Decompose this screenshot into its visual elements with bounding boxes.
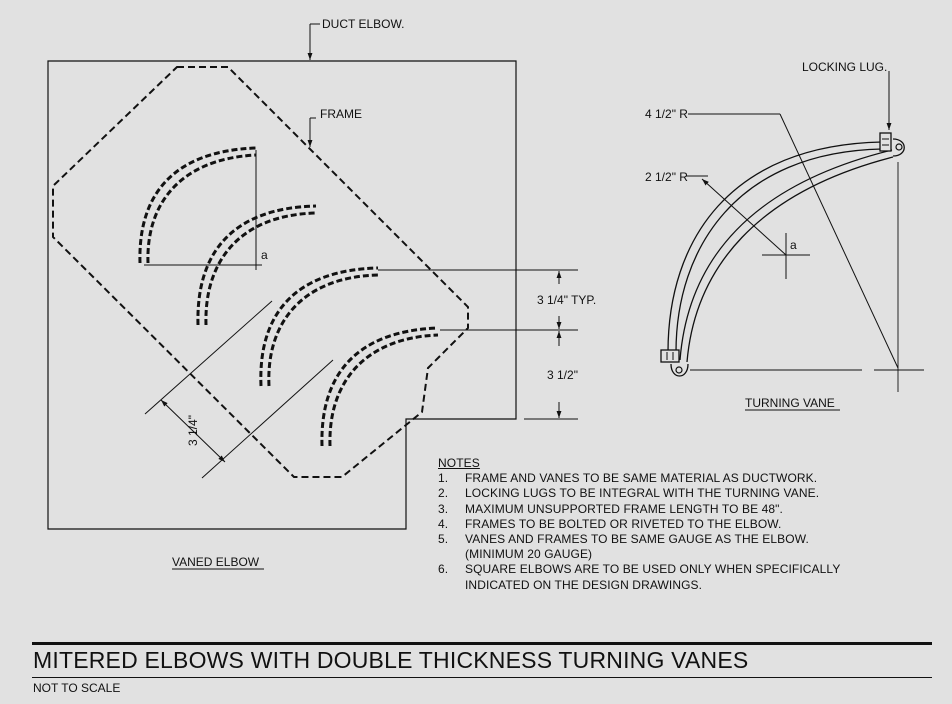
note-subtext: INDICATED ON THE DESIGN DRAWINGS. [465,577,703,592]
scale-note: NOT TO SCALE [33,681,121,695]
outer-radius-label: 4 1/2" R [645,107,688,121]
title-rule-top [32,642,932,645]
note-number: 1. [438,471,449,486]
notes-block: NOTES 1. FRAME AND VANES TO BE SAME MATE… [438,456,908,593]
frame-outline [52,66,469,478]
note-text: VANES AND FRAMES TO BE SAME GAUGE AS THE… [465,532,809,547]
duct-elbow-outline [47,60,517,530]
vaned-elbow-caption: VANED ELBOW [172,555,260,569]
turning-vane-detail [667,138,905,377]
note-text: SQUARE ELBOWS ARE TO BE USED ONLY WHEN S… [465,562,841,577]
dimension-a-left-label: a [261,248,268,262]
diagonal-spacing-dimension [144,300,334,479]
frame-leader [307,117,316,147]
vane-center-lines [690,162,924,392]
turning-vane-caption: TURNING VANE [745,396,835,410]
dimension-a-right-label: a [790,238,797,252]
locking-lug-bottom [660,349,680,363]
vane-spacing-dimensions [378,269,578,420]
note-text: FRAMES TO BE BOLTED OR RIVETED TO THE EL… [465,516,782,531]
locking-lug-label: LOCKING LUG. [802,60,887,74]
note-number: 2. [438,486,449,501]
notes-heading: NOTES [438,456,480,470]
note-number: 6. [438,562,449,577]
note-text: FRAME AND VANES TO BE SAME MATERIAL AS D… [465,471,818,486]
turning-vane-4 [320,326,439,447]
dimension-a-left [144,150,262,270]
typ-spacing-label: 3 1/4" TYP. [537,293,596,307]
note-number: 4. [438,516,449,531]
frame-label: FRAME [320,107,362,121]
note-item: 2. LOCKING LUGS TO BE INTEGRAL WITH THE … [438,486,908,501]
locking-lug-top [879,132,892,152]
note-number: 5. [438,532,449,547]
duct-elbow-leader [307,23,320,60]
spacing-diagonal-label: 3 1/4" [186,415,200,446]
note-text: LOCKING LUGS TO BE INTEGRAL WITH THE TUR… [465,486,820,501]
note-item: 4. FRAMES TO BE BOLTED OR RIVETED TO THE… [438,517,908,532]
note-number: 3. [438,501,449,516]
center-mark [762,233,810,279]
note-subtext: (MINIMUM 20 GAUGE) [465,547,593,562]
note-text: MAXIMUM UNSUPPORTED FRAME LENGTH TO BE 4… [465,501,783,516]
note-item: 6. SQUARE ELBOWS ARE TO BE USED ONLY WHE… [438,562,908,592]
inner-radius-label: 2 1/2" R [645,170,688,184]
turning-vane-2 [196,204,317,326]
spacing-3-1-2-label: 3 1/2" [547,368,578,382]
turning-vanes [138,146,439,447]
turning-vane-3 [259,266,379,387]
note-item: 1. FRAME AND VANES TO BE SAME MATERIAL A… [438,471,908,486]
title-rule-bottom [32,677,932,678]
radius-leaders [686,113,899,369]
turning-vane-1 [138,146,257,264]
duct-elbow-label: DUCT ELBOW. [322,17,404,31]
notes-list: 1. FRAME AND VANES TO BE SAME MATERIAL A… [438,471,908,593]
note-item: 5. VANES AND FRAMES TO BE SAME GAUGE AS … [438,532,908,562]
drawing-title: MITERED ELBOWS WITH DOUBLE THICKNESS TUR… [33,647,749,673]
note-item: 3. MAXIMUM UNSUPPORTED FRAME LENGTH TO B… [438,502,908,517]
